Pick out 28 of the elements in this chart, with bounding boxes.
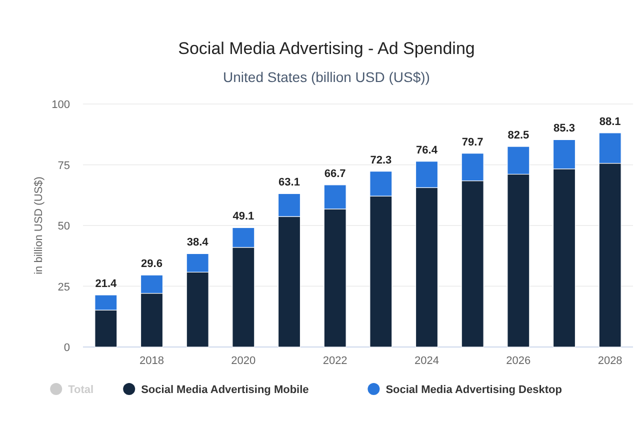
y-tick-label: 25: [58, 281, 70, 294]
total-label: 29.6: [141, 258, 162, 270]
y-tick-label: 100: [52, 99, 70, 111]
total-label: 85.3: [554, 122, 575, 135]
total-label: 79.7: [462, 136, 484, 148]
total-label: 88.1: [599, 116, 621, 128]
total-label: 72.3: [370, 154, 392, 166]
total-label: 66.7: [324, 168, 346, 180]
y-axis-title: in billion USD (US$): [33, 176, 45, 274]
x-tick-label: 2018: [140, 355, 164, 367]
x-tick-label: 2026: [506, 355, 531, 367]
total-label: 21.4: [95, 278, 118, 290]
legend-label: Social Media Advertising Desktop: [386, 384, 562, 396]
chart-title: Social Media Advertising - Ad Spending: [178, 39, 475, 58]
y-tick-label: 0: [64, 342, 70, 354]
total-label: 82.5: [508, 130, 530, 142]
x-tick-label: 2024: [414, 355, 439, 367]
x-tick-label: 2022: [322, 355, 348, 367]
total-label: 38.4: [186, 236, 210, 249]
total-label: 63.1: [278, 176, 300, 189]
y-tick-label: 75: [58, 160, 70, 172]
total-label: 76.4: [416, 144, 438, 156]
y-tick-label: 50: [58, 220, 70, 232]
total-label: 49.1: [232, 210, 254, 223]
x-tick-label: 2028: [598, 355, 622, 367]
chart-subtitle: United States (billion USD (US$)): [223, 69, 430, 85]
x-tick-label: 2020: [231, 355, 256, 367]
legend-label: Social Media Advertising Mobile: [141, 384, 309, 396]
